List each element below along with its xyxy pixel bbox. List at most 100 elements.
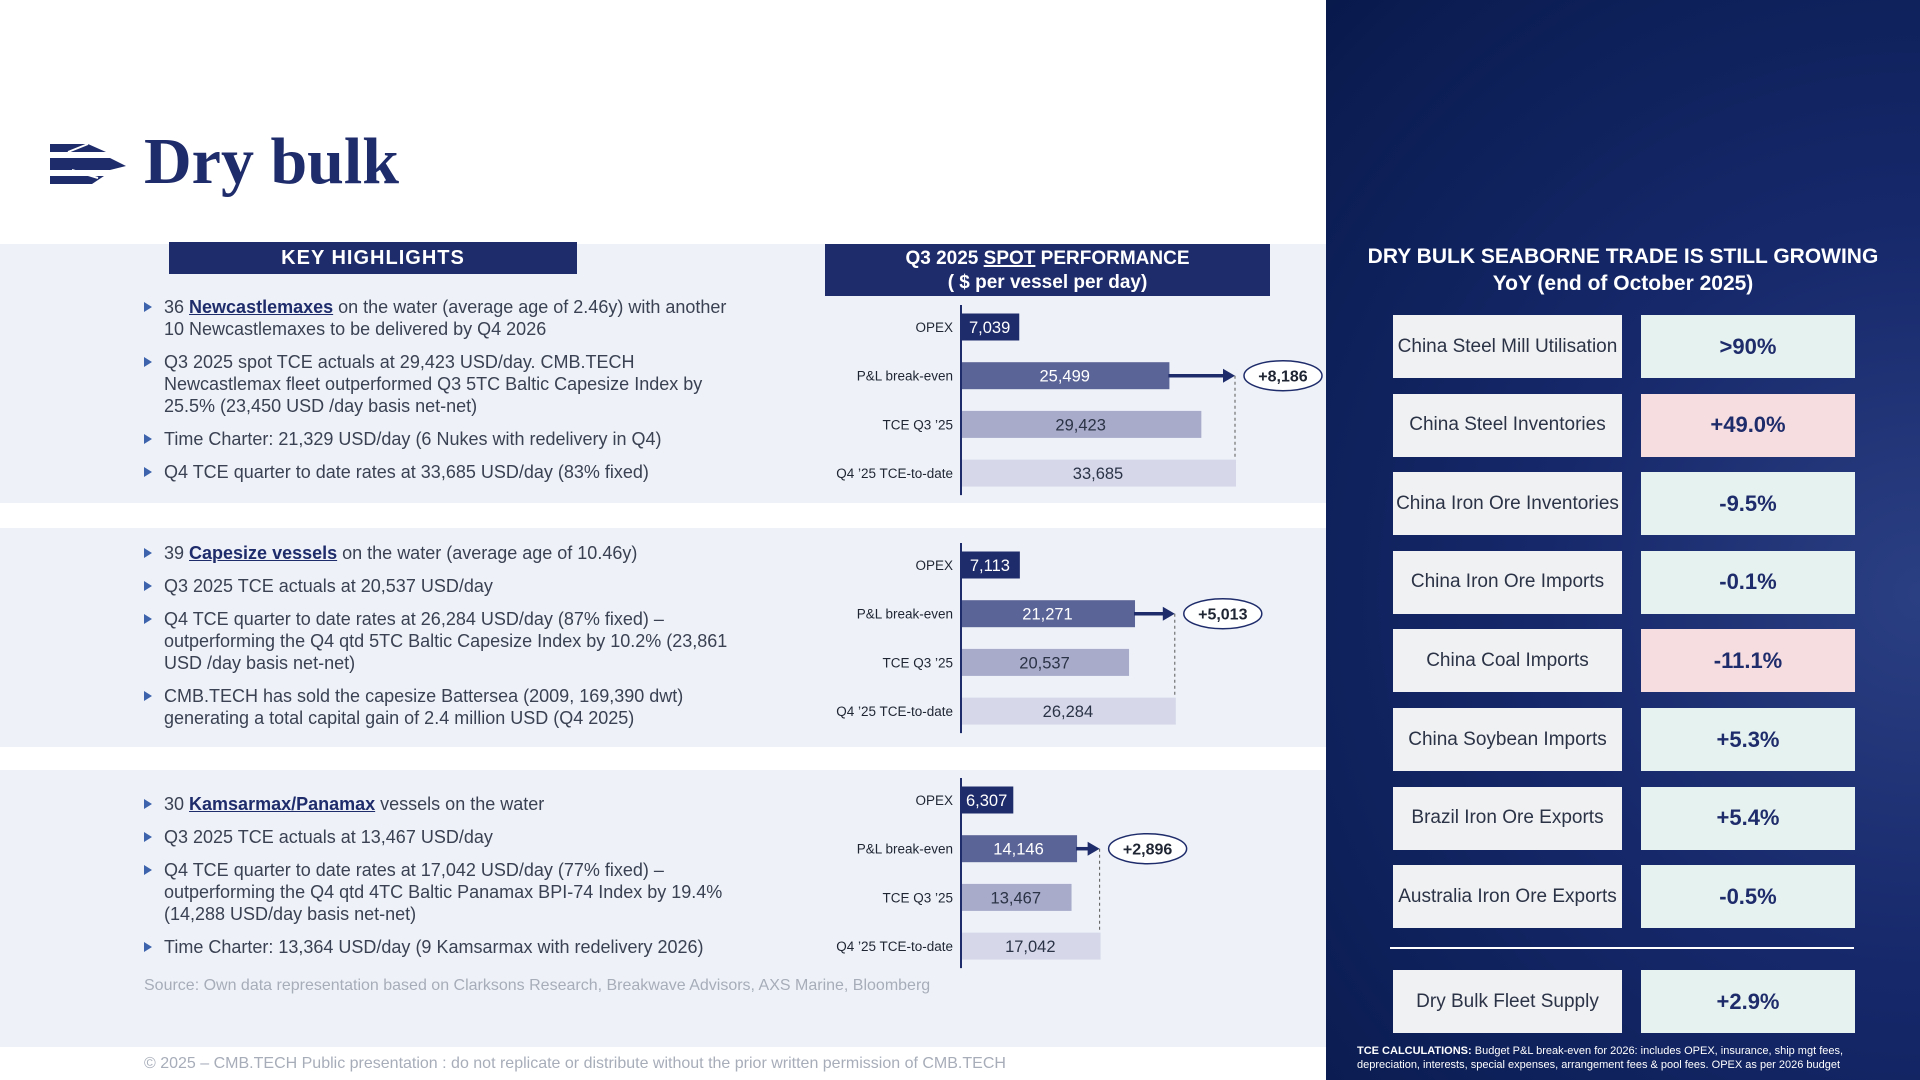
bullet: 39 Capesize vessels on the water (averag… xyxy=(144,542,744,564)
bullet-text: Q4 TCE quarter to date rates at 17,042 U… xyxy=(164,860,723,924)
bar xyxy=(962,313,1020,341)
bullet-text: 36 xyxy=(164,297,190,317)
trade-title: DRY BULK SEABORNE TRADE IS STILL GROWING xyxy=(1367,245,1879,268)
title-part: Q3 2025 xyxy=(905,248,984,269)
trade-subtitle: YoY (end of October 2025) xyxy=(1492,272,1754,295)
separator xyxy=(1390,947,1854,949)
page-title: Dry bulk xyxy=(144,125,399,198)
arrow-head xyxy=(1087,841,1100,856)
bullet: Q4 TCE quarter to date rates at 33,685 U… xyxy=(144,461,744,483)
trade-value: -9.5% xyxy=(1641,472,1855,536)
category-label: P&L break-even xyxy=(857,607,953,622)
bullet-text: Q3 2025 TCE actuals at 20,537 USD/day xyxy=(164,576,493,596)
bullet-text: 39 xyxy=(164,543,190,563)
bar xyxy=(962,697,1176,725)
bar xyxy=(962,362,1170,390)
bar xyxy=(962,459,1236,487)
category-label: P&L break-even xyxy=(857,842,953,857)
bullet-text: Q4 TCE quarter to date rates at 33,685 U… xyxy=(164,462,649,482)
trade-value: +2.9% xyxy=(1641,970,1855,1033)
delta-bubble xyxy=(1183,597,1263,630)
value-label: 26,284 xyxy=(1043,703,1093,721)
category-label: TCE Q3 ’25 xyxy=(882,655,953,670)
category-label: P&L break-even xyxy=(857,369,953,384)
bullet-link: Newcastlemaxes xyxy=(189,297,334,317)
bullet: Q4 TCE quarter to date rates at 17,042 U… xyxy=(144,859,744,925)
performance-subtitle: ( $ per vessel per day) xyxy=(947,272,1148,293)
arrow-head xyxy=(1162,606,1175,621)
category-label: Q4 ’25 TCE-to-date xyxy=(836,704,953,719)
trade-label: Australia Iron Ore Exports xyxy=(1393,865,1622,929)
bullet-text: CMB.TECH has sold the capesize Battersea… xyxy=(164,686,684,728)
title-part: SPOT xyxy=(983,248,1036,269)
title-part: PERFORMANCE xyxy=(1035,248,1190,269)
delta-bubble xyxy=(1107,832,1188,865)
copyright: © 2025 – CMB.TECH Public presentation : … xyxy=(144,1055,1006,1072)
delta-label: +8,186 xyxy=(1258,369,1307,386)
bullet: 36 Newcastlemaxes on the water (average … xyxy=(144,296,744,340)
value-label: 33,685 xyxy=(1073,465,1123,483)
bullet: Q3 2025 TCE actuals at 20,537 USD/day xyxy=(144,575,744,597)
delta-label: +2,896 xyxy=(1123,842,1172,859)
trade-value: -0.1% xyxy=(1641,550,1855,614)
trade-value: +5.4% xyxy=(1641,786,1855,850)
trade-label: Dry Bulk Fleet Supply xyxy=(1393,970,1622,1033)
performance-charts: OPEX 7,039 P&L break-even 25,499 TCE Q3 ’25 2… xyxy=(836,305,1323,969)
bar xyxy=(962,600,1136,628)
value-label: 14,146 xyxy=(993,841,1043,859)
bar xyxy=(962,883,1072,911)
trade-label: China Soybean Imports xyxy=(1393,708,1622,771)
performance-title: Q3 2025 SPOT PERFORMANCE ( $ per vessel … xyxy=(825,244,1270,296)
highlights-title: KEY HIGHLIGHTS xyxy=(169,242,577,274)
delta-bubble xyxy=(1243,359,1323,392)
category-label: OPEX xyxy=(915,793,953,808)
bullet-text: Q3 2025 TCE actuals at 13,467 USD/day xyxy=(164,827,493,847)
bullet: Time Charter: 13,364 USD/day (9 Kamsarma… xyxy=(144,936,744,958)
bar xyxy=(962,932,1101,960)
section-band xyxy=(0,770,1326,1047)
trade-label: China Steel Mill Utilisation xyxy=(1393,315,1622,378)
trade-value: >90% xyxy=(1641,315,1855,378)
bullet: Q3 2025 TCE actuals at 13,467 USD/day xyxy=(144,826,744,848)
bullet-text: Q3 2025 spot TCE actuals at 29,423 USD/d… xyxy=(164,352,703,416)
category-label: OPEX xyxy=(915,320,953,335)
value-label: 7,039 xyxy=(969,319,1010,337)
trade-label: China Coal Imports xyxy=(1393,629,1622,693)
bullet-link: Capesize vessels xyxy=(189,543,338,563)
category-label: OPEX xyxy=(915,558,953,573)
trade-value: +49.0% xyxy=(1641,393,1855,457)
bullet-text: vessels on the water xyxy=(375,794,545,814)
bar xyxy=(962,648,1130,676)
bullet: CMB.TECH has sold the capesize Battersea… xyxy=(144,685,744,729)
logo xyxy=(50,143,126,184)
bullet: Q4 TCE quarter to date rates at 26,284 U… xyxy=(144,608,744,674)
bullet-text: on the water (average age of 2.46y) with… xyxy=(164,297,727,339)
bar xyxy=(962,786,1014,814)
value-label: 20,537 xyxy=(1019,654,1069,672)
footnote-text: Budget P&L break-even for 2026: includes… xyxy=(1357,1045,1844,1071)
bullet-text: 30 xyxy=(164,794,190,814)
category-label: TCE Q3 ’25 xyxy=(882,890,953,905)
bullet-text: Time Charter: 13,364 USD/day (9 Kamsarma… xyxy=(164,937,704,957)
source: Source: Own data representation based on… xyxy=(144,977,931,994)
footnote-label: TCE CALCULATIONS: xyxy=(1357,1045,1472,1057)
trade-heading: DRY BULK SEABORNE TRADE IS STILL GROWING… xyxy=(1326,243,1920,297)
bullet: Time Charter: 21,329 USD/day (6 Nukes wi… xyxy=(144,428,744,450)
bullet-link: Kamsarmax/Panamax xyxy=(189,794,376,814)
trade-label: China Iron Ore Imports xyxy=(1393,550,1622,614)
bullet-text: on the water (average age of 10.46y) xyxy=(337,543,638,563)
category-label: Q4 ’25 TCE-to-date xyxy=(836,939,953,954)
category-label: Q4 ’25 TCE-to-date xyxy=(836,466,953,481)
arrow-head xyxy=(1223,368,1235,383)
bar xyxy=(962,835,1078,863)
trade-value: -11.1% xyxy=(1641,629,1855,693)
value-label: 25,499 xyxy=(1039,368,1089,386)
trade-label: China Iron Ore Inventories xyxy=(1393,472,1622,536)
value-label: 21,271 xyxy=(1022,606,1072,624)
value-label: 7,113 xyxy=(970,557,1010,575)
trade-value: +5.3% xyxy=(1641,708,1855,771)
trade-label: Brazil Iron Ore Exports xyxy=(1393,786,1622,850)
trade-label: China Steel Inventories xyxy=(1393,393,1622,457)
